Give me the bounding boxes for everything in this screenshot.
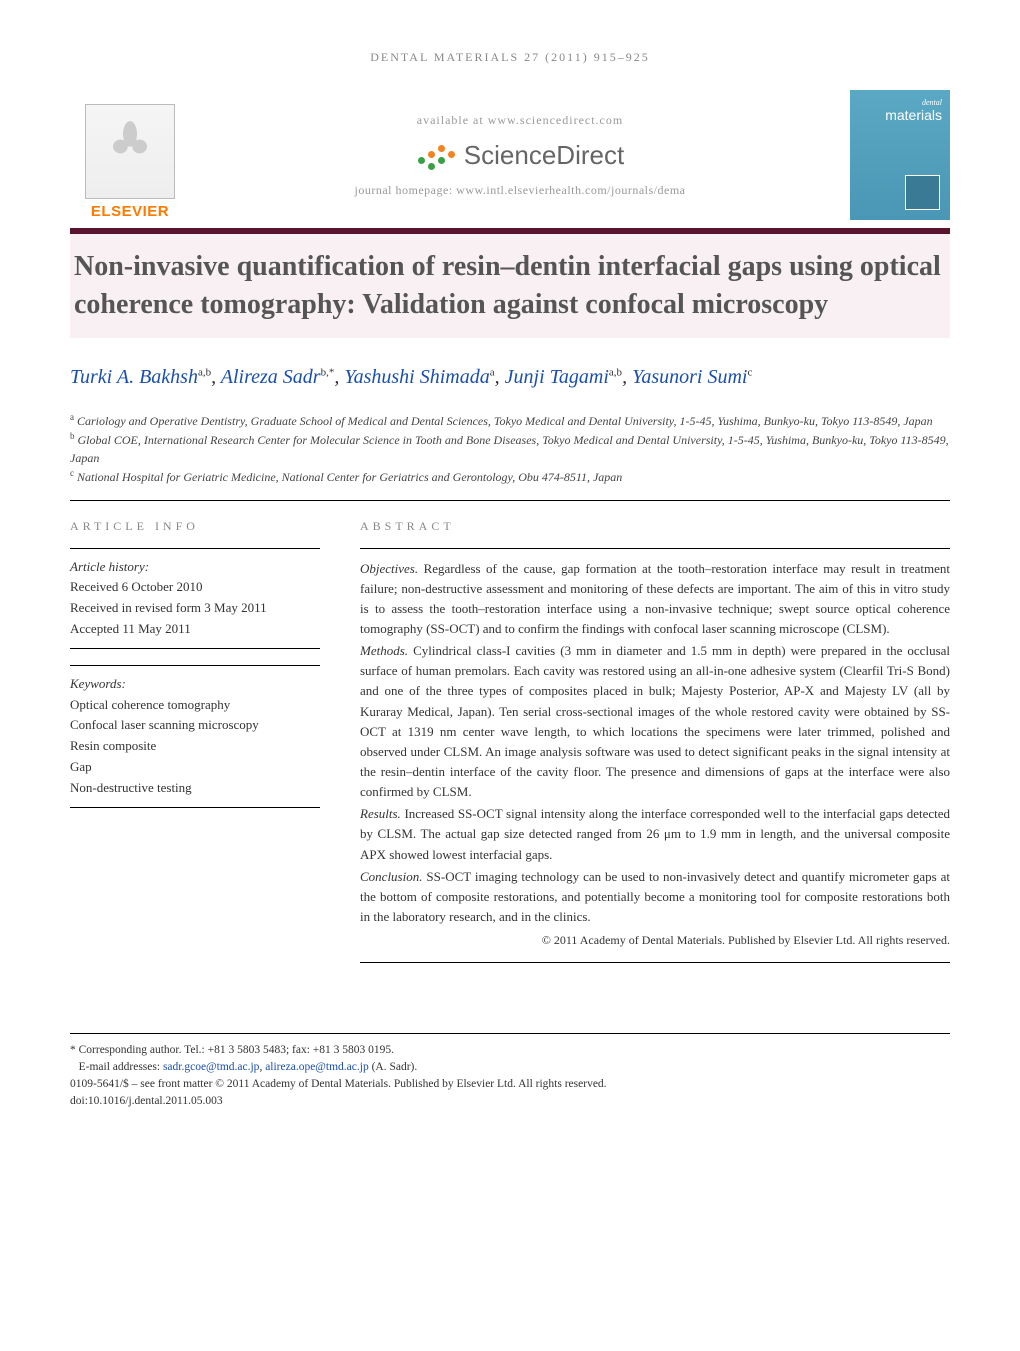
revised-date: Received in revised form 3 May 2011 <box>70 598 320 619</box>
author-link[interactable]: Turki A. Bakhsh <box>70 366 198 388</box>
doi-line: doi:10.1016/j.dental.2011.05.003 <box>70 1093 950 1110</box>
left-column: ARTICLE INFO Article history: Received 6… <box>70 519 320 963</box>
author-affil-sup: a <box>490 366 495 378</box>
author-affil-sup: c <box>747 366 752 378</box>
corresponding-author: * Corresponding author. Tel.: +81 3 5803… <box>70 1042 950 1059</box>
sciencedirect-dots-icon <box>416 141 456 169</box>
affiliation-c: c National Hospital for Geriatric Medici… <box>70 467 950 486</box>
abstract-results: Results. Increased SS-OCT signal intensi… <box>360 804 950 864</box>
keyword-item: Optical coherence tomography <box>70 695 320 716</box>
keywords-list: Optical coherence tomographyConfocal las… <box>70 695 320 799</box>
author-affil-sup: a,b <box>198 366 211 378</box>
keywords-label: Keywords: <box>70 674 320 695</box>
cover-title-big: materials <box>885 107 942 123</box>
abstract-heading: ABSTRACT <box>360 519 950 534</box>
journal-citation: DENTAL MATERIALS 27 (2011) 915–925 <box>70 50 950 65</box>
sd-dot-icon <box>438 145 445 152</box>
journal-cover-thumbnail[interactable]: dental materials <box>850 90 950 220</box>
sciencedirect-text: ScienceDirect <box>464 140 624 171</box>
keyword-item: Non-destructive testing <box>70 778 320 799</box>
cover-image-icon <box>905 175 940 210</box>
right-column: ABSTRACT Objectives. Regardless of the c… <box>360 519 950 963</box>
available-at-text: available at www.sciencedirect.com <box>417 113 623 128</box>
email-line: E-mail addresses: sadr.gcoe@tmd.ac.jp, a… <box>70 1059 950 1076</box>
accepted-date: Accepted 11 May 2011 <box>70 619 320 640</box>
two-column-layout: ARTICLE INFO Article history: Received 6… <box>70 519 950 963</box>
keywords-block: Keywords: Optical coherence tomographyCo… <box>70 665 320 808</box>
issn-line: 0109-5641/$ – see front matter © 2011 Ac… <box>70 1076 950 1093</box>
email-link-2[interactable]: alireza.ope@tmd.ac.jp <box>265 1061 369 1073</box>
keyword-item: Gap <box>70 757 320 778</box>
sd-dot-icon <box>428 151 435 158</box>
header-row: ELSEVIER available at www.sciencedirect.… <box>70 90 950 220</box>
keyword-item: Confocal laser scanning microscopy <box>70 715 320 736</box>
affiliation-b: b Global COE, International Research Cen… <box>70 430 950 467</box>
authors-line: Turki A. Bakhsha,b, Alireza Sadrb,*, Yas… <box>70 366 950 389</box>
sd-dot-icon <box>418 157 425 164</box>
author-affil-sup: b,* <box>321 366 335 378</box>
article-info-heading: ARTICLE INFO <box>70 519 320 534</box>
received-date: Received 6 October 2010 <box>70 577 320 598</box>
sciencedirect-logo[interactable]: ScienceDirect <box>416 140 624 171</box>
header-center: available at www.sciencedirect.com Scien… <box>190 113 850 198</box>
abstract-methods: Methods. Cylindrical class-I cavities (3… <box>360 641 950 802</box>
sd-dot-icon <box>438 157 445 164</box>
history-label: Article history: <box>70 557 320 578</box>
abstract-copyright: © 2011 Academy of Dental Materials. Publ… <box>360 931 950 950</box>
elsevier-tree-icon <box>85 104 175 199</box>
affiliations-block: a Cariology and Operative Dentistry, Gra… <box>70 411 950 501</box>
article-history-block: Article history: Received 6 October 2010… <box>70 548 320 649</box>
journal-homepage-link[interactable]: journal homepage: www.intl.elsevierhealt… <box>355 183 686 198</box>
sd-dot-icon <box>428 163 435 170</box>
author-link[interactable]: Yashushi Shimada <box>344 366 489 388</box>
author-link[interactable]: Alireza Sadr <box>221 366 321 388</box>
elsevier-text: ELSEVIER <box>91 203 169 220</box>
affiliation-a: a Cariology and Operative Dentistry, Gra… <box>70 411 950 430</box>
email-link-1[interactable]: sadr.gcoe@tmd.ac.jp <box>163 1061 260 1073</box>
cover-title-small: dental <box>922 98 942 107</box>
keyword-item: Resin composite <box>70 736 320 757</box>
abstract-conclusion: Conclusion. SS-OCT imaging technology ca… <box>360 867 950 927</box>
article-title: Non-invasive quantification of resin–den… <box>70 234 950 338</box>
author-link[interactable]: Junji Tagami <box>505 366 609 388</box>
author-link[interactable]: Yasunori Sumi <box>632 366 747 388</box>
author-affil-sup: a,b <box>609 366 622 378</box>
elsevier-logo[interactable]: ELSEVIER <box>70 90 190 220</box>
abstract-objectives: Objectives. Regardless of the cause, gap… <box>360 559 950 640</box>
footer-block: * Corresponding author. Tel.: +81 3 5803… <box>70 1033 950 1111</box>
abstract-block: Objectives. Regardless of the cause, gap… <box>360 548 950 963</box>
sd-dot-icon <box>448 151 455 158</box>
